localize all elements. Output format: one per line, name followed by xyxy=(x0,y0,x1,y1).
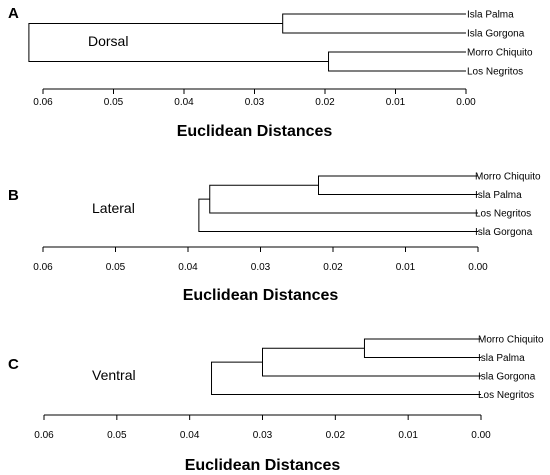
dendrogram-branch xyxy=(363,338,481,358)
leaf-label: Isla Palma xyxy=(478,353,525,364)
dendrogram-branch xyxy=(209,184,478,214)
x-tick-label: 0.01 xyxy=(398,430,418,441)
panel-view-name: Dorsal xyxy=(88,33,128,49)
x-tick-label: 0.03 xyxy=(245,97,265,108)
x-axis-title: Euclidean Distances xyxy=(177,123,333,140)
x-axis-title: Euclidean Distances xyxy=(185,457,341,474)
dendrogram-branch xyxy=(262,347,481,377)
dendrogram-branch xyxy=(328,51,466,72)
x-axis-title: Euclidean Distances xyxy=(183,287,339,304)
x-tick-label: 0.06 xyxy=(33,262,53,273)
leaf-label: Isla Gorgona xyxy=(478,372,536,383)
x-tick-label: 0.04 xyxy=(178,262,198,273)
panel-a: A Dorsal Isla Palma Isla Gorgona Morro Chiqu… xyxy=(8,5,533,140)
panel-letter: B xyxy=(8,187,19,204)
leaf-label: Morro Chiquito xyxy=(467,48,533,59)
panel-view-name: Lateral xyxy=(92,200,135,216)
x-tick-label: 0.00 xyxy=(468,262,488,273)
leaf-label: Morro Chiquito xyxy=(475,172,541,183)
x-tick-label: 0.06 xyxy=(34,430,54,441)
x-tick-label: 0.05 xyxy=(104,97,124,108)
leaf-label: Isla Gorgona xyxy=(475,227,533,238)
dendrogram-branch xyxy=(211,361,481,395)
leaf-label: Isla Gorgona xyxy=(467,29,525,40)
x-tick-label: 0.04 xyxy=(174,97,194,108)
panel-c: C Ventral Morro Chiquito Isla Palma Isla Gor… xyxy=(8,335,544,475)
x-tick-label: 0.03 xyxy=(251,262,271,273)
x-tick-label: 0.00 xyxy=(471,430,491,441)
panel-letter: A xyxy=(8,5,19,22)
x-tick-label: 0.03 xyxy=(253,430,273,441)
x-tick-label: 0.05 xyxy=(106,262,126,273)
dendrogram-branch xyxy=(282,13,466,34)
leaf-label: Isla Palma xyxy=(467,10,514,21)
x-tick-label: 0.01 xyxy=(386,97,406,108)
x-tick-label: 0.05 xyxy=(107,430,127,441)
x-tick-label: 0.00 xyxy=(456,97,476,108)
x-tick-label: 0.02 xyxy=(326,430,346,441)
dendrogram-branch xyxy=(318,175,478,195)
panel-view-name: Ventral xyxy=(92,367,136,383)
leaf-label: Los Negritos xyxy=(467,67,523,78)
dendrogram-branch xyxy=(198,198,478,232)
x-tick-label: 0.01 xyxy=(396,262,416,273)
leaf-label: Morro Chiquito xyxy=(478,335,544,346)
leaf-label: Los Negritos xyxy=(478,390,534,401)
x-tick-label: 0.06 xyxy=(33,97,53,108)
dendrogram-branch xyxy=(28,23,329,62)
leaf-label: Isla Palma xyxy=(475,190,522,201)
x-tick-label: 0.02 xyxy=(323,262,343,273)
x-tick-label: 0.02 xyxy=(315,97,335,108)
panel-b: B Lateral Morro Chiquito Isla Palma Los Negr… xyxy=(8,172,541,305)
panel-letter: C xyxy=(8,356,19,373)
leaf-label: Los Negritos xyxy=(475,209,531,220)
x-tick-label: 0.04 xyxy=(180,430,200,441)
